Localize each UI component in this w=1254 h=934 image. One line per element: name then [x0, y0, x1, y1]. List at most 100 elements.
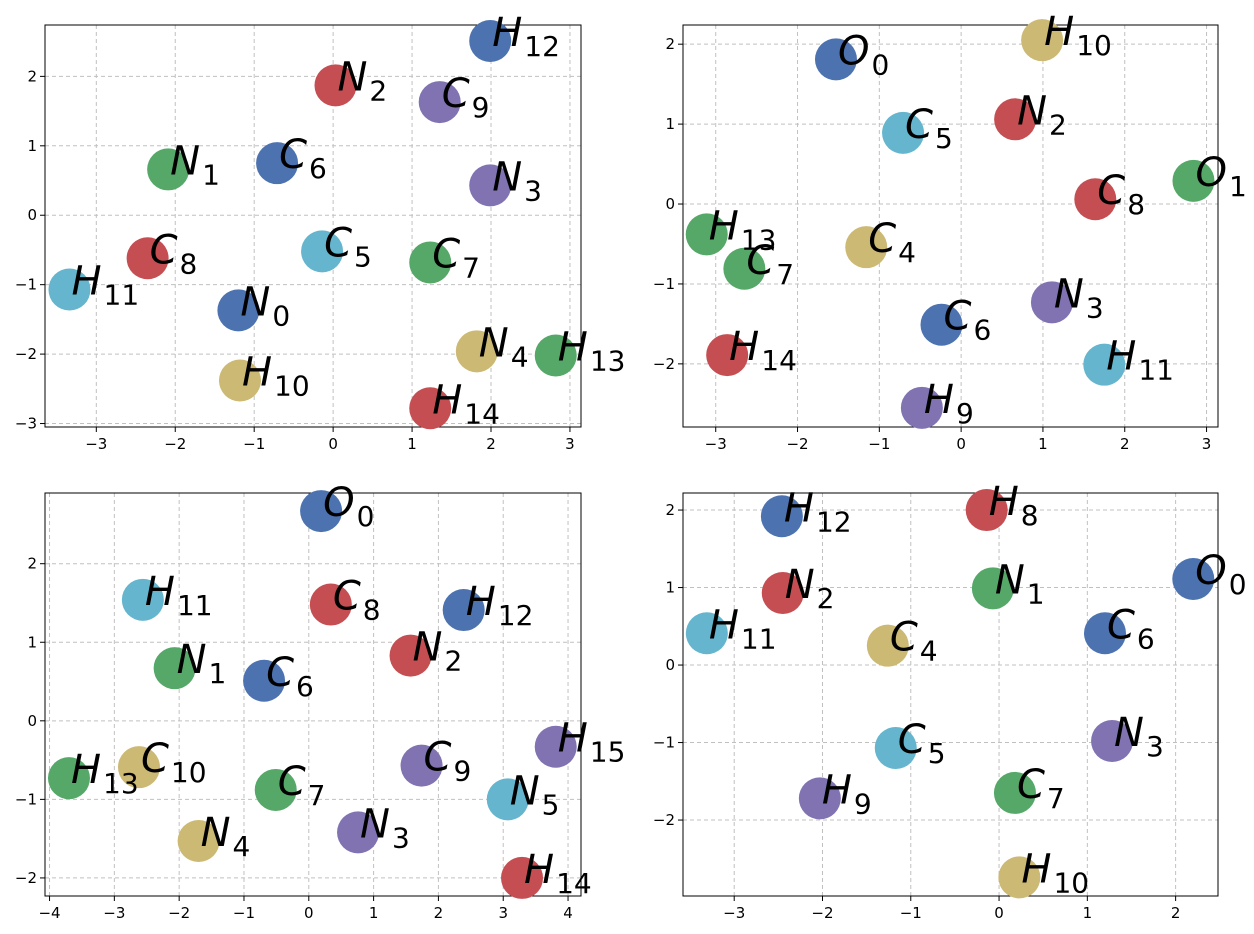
atom-marker — [1091, 720, 1134, 762]
atom-index: 3 — [1146, 730, 1164, 763]
atom-marker — [486, 778, 529, 821]
y-tick-label: 2 — [665, 501, 675, 519]
atom-marker — [455, 330, 498, 373]
atom-marker — [300, 490, 343, 533]
atom-symbol: H — [709, 602, 739, 648]
atom-index: 6 — [1137, 622, 1155, 655]
atom-index: 10 — [1076, 29, 1112, 62]
atom-symbol: H — [432, 377, 462, 423]
atom-index: 1 — [202, 158, 220, 191]
atom-symbol: H — [1106, 334, 1136, 380]
atom-symbol: O — [1195, 150, 1226, 196]
atom-marker — [874, 726, 917, 769]
atom-symbol: N — [785, 562, 815, 608]
y-tick-label: −2 — [15, 345, 37, 363]
x-tick-label: 1 — [407, 435, 417, 453]
atom-index: 0 — [272, 299, 290, 332]
y-tick-label: 0 — [27, 206, 37, 224]
x-tick-label: −2 — [786, 435, 808, 453]
y-tick-label: 2 — [27, 67, 37, 85]
atom-symbol: C — [442, 71, 470, 117]
y-tick-label: −1 — [15, 276, 37, 294]
atom-symbol: N — [240, 279, 270, 325]
atom-marker — [1030, 281, 1073, 324]
atom-marker — [685, 612, 728, 655]
atom-symbol: N — [479, 320, 509, 366]
atom-symbol: O — [838, 28, 869, 74]
atom-marker — [882, 111, 925, 154]
atom-symbol: N — [1114, 710, 1144, 756]
atom-symbol: N — [510, 768, 540, 814]
atom-marker — [47, 757, 90, 800]
atom-index: 7 — [308, 779, 326, 812]
atom-symbol: C — [944, 294, 972, 340]
atom-index: 3 — [524, 174, 542, 207]
atom-symbol: C — [141, 736, 169, 782]
atom-marker — [1021, 19, 1064, 62]
atom-symbol: C — [890, 615, 918, 661]
atom-index: 11 — [741, 622, 777, 655]
atom-symbol: H — [784, 485, 814, 531]
atom-marker — [309, 583, 352, 626]
atom-symbol: N — [337, 54, 367, 100]
x-tick-label: −3 — [705, 435, 727, 453]
atom-index: 13 — [590, 344, 626, 377]
atom-marker — [501, 856, 544, 899]
atom-symbol: N — [492, 154, 522, 200]
atom-index: 3 — [392, 821, 410, 854]
atom-symbol: H — [822, 767, 852, 813]
atom-index: 11 — [1138, 354, 1174, 387]
axes-frame — [682, 24, 1219, 428]
y-tick-label: 1 — [665, 579, 675, 597]
atom-symbol: H — [145, 569, 175, 615]
y-tick-label: −1 — [15, 790, 37, 808]
atom-index: 0 — [357, 500, 375, 533]
atom-symbol: N — [413, 625, 443, 671]
atom-marker — [177, 820, 220, 863]
x-tick-label: −2 — [164, 435, 186, 453]
atom-symbol: N — [1017, 88, 1047, 134]
atom-index: 2 — [369, 74, 387, 107]
atom-marker — [389, 634, 432, 677]
atom-symbol: H — [924, 377, 954, 423]
atom-marker — [706, 334, 749, 377]
atom-index: 14 — [761, 344, 797, 377]
atom-symbol: O — [1195, 548, 1226, 594]
atom-index: 5 — [928, 737, 946, 770]
axes-frame — [682, 492, 1219, 897]
atom-marker — [147, 148, 190, 191]
atom-index: 12 — [524, 30, 560, 63]
atom-index: 9 — [956, 397, 974, 430]
atom-index: 2 — [1049, 108, 1067, 141]
atom-index: 4 — [511, 340, 529, 373]
atom-marker — [994, 98, 1037, 141]
atom-index: 7 — [776, 258, 794, 291]
atom-symbol: N — [201, 810, 231, 856]
x-tick-label: 1 — [1038, 435, 1048, 453]
atom-symbol: C — [324, 220, 352, 266]
atom-index: 5 — [935, 122, 953, 155]
atom-marker — [121, 578, 164, 621]
y-tick-label: 0 — [665, 195, 675, 213]
atom-marker — [301, 230, 344, 273]
y-tick-label: 0 — [665, 656, 675, 674]
atom-marker — [1083, 343, 1126, 386]
x-tick-label: −1 — [233, 904, 255, 922]
x-tick-label: −1 — [900, 904, 922, 922]
atom-marker — [1074, 178, 1117, 221]
atom-index: 11 — [104, 279, 140, 312]
y-tick-label: 2 — [27, 555, 37, 573]
atom-symbol: C — [898, 717, 926, 763]
atom-index: 9 — [854, 787, 872, 820]
atom-marker — [337, 811, 380, 854]
atom-index: 2 — [817, 582, 835, 615]
atom-symbol: H — [466, 579, 496, 625]
atom-marker — [254, 768, 297, 811]
atom-index: 8 — [180, 247, 198, 280]
atom-index: 8 — [1021, 499, 1039, 532]
atom-index: 14 — [464, 397, 500, 430]
atom-index: 0 — [1229, 568, 1247, 601]
atom-symbol: C — [905, 102, 933, 148]
